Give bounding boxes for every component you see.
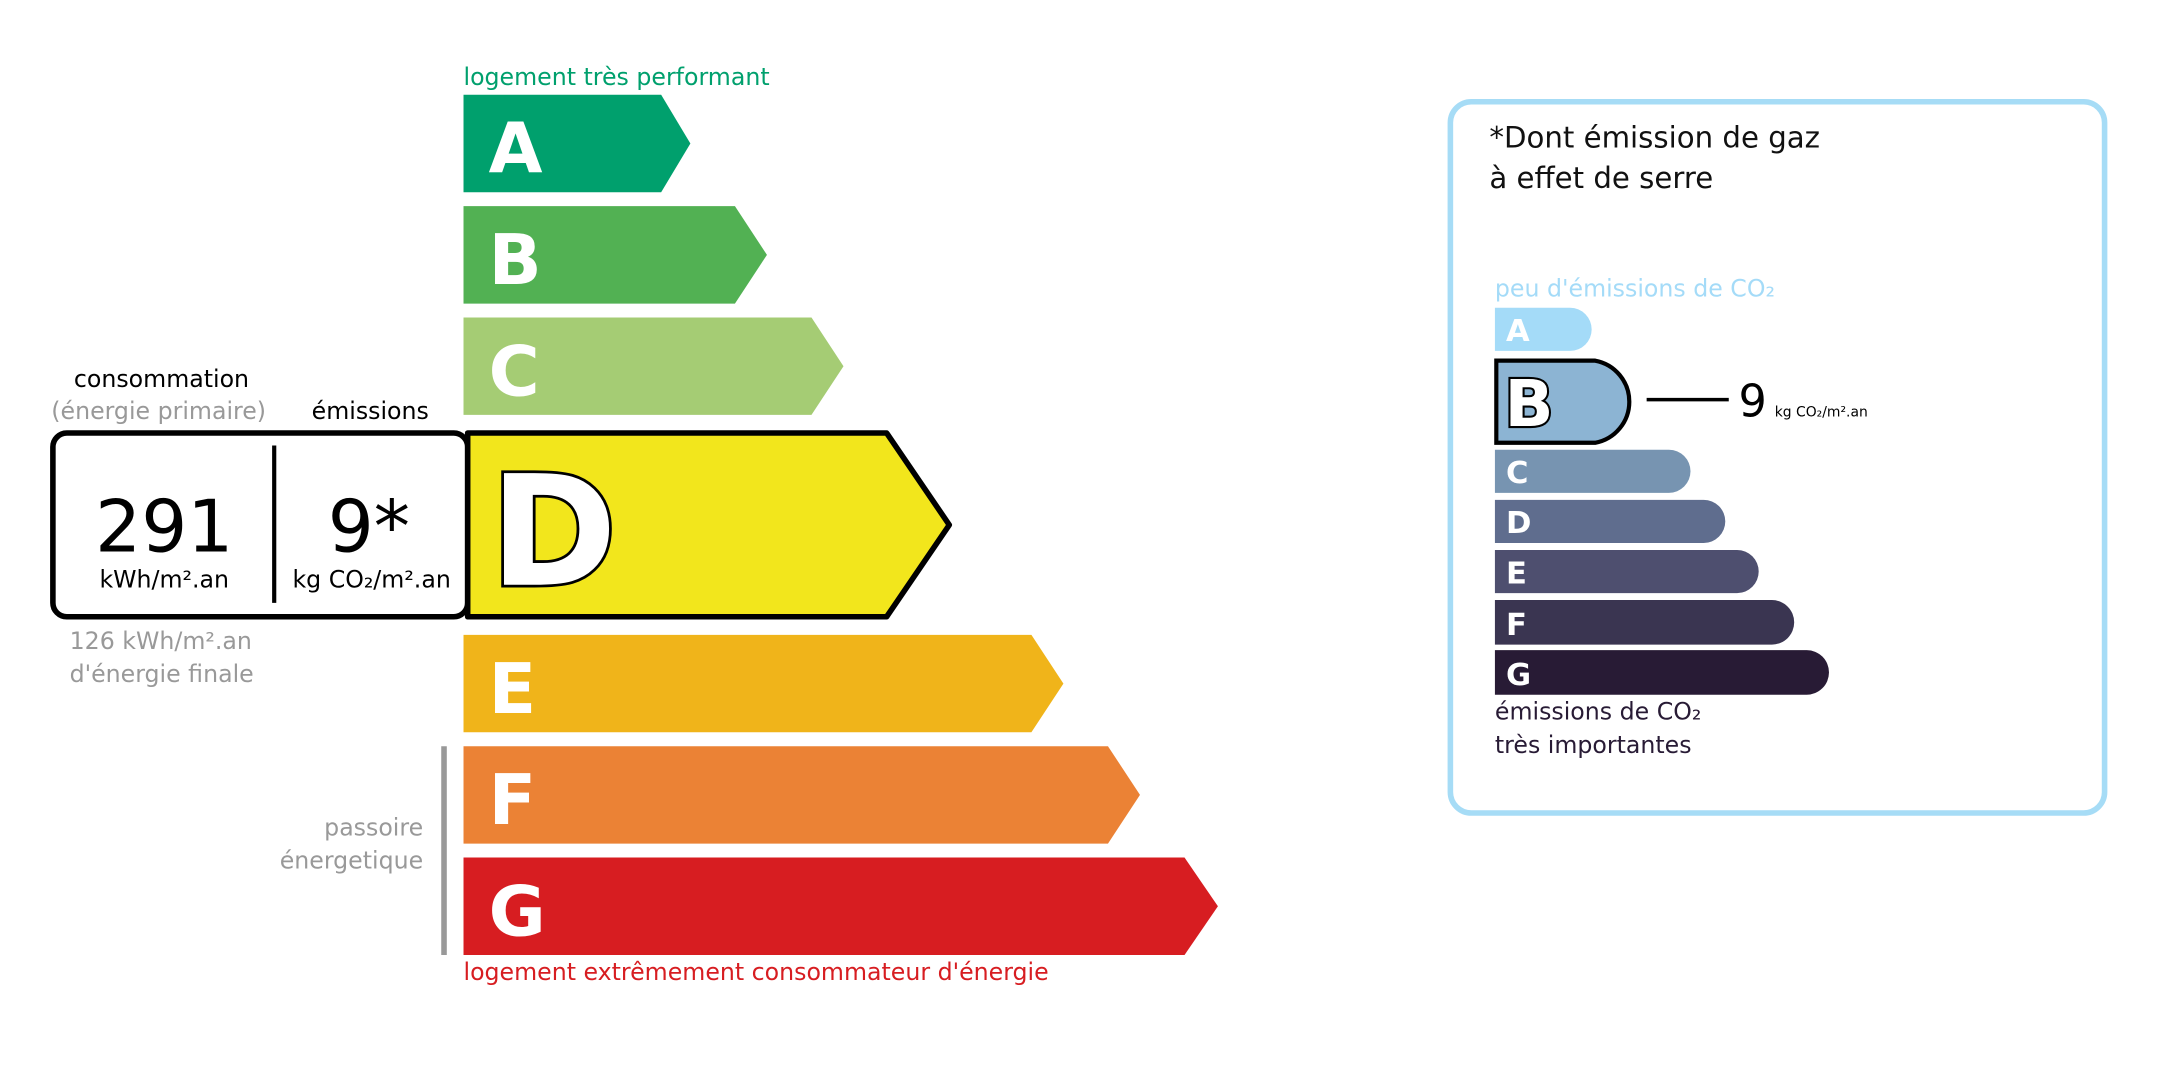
ges-letter-g: G [1506, 658, 1531, 693]
energy-bar-d-current [464, 430, 953, 620]
ges-letter-c: C [1506, 456, 1528, 491]
ges-letter-b: B [1505, 368, 1554, 442]
ges-bar-e [1494, 549, 1759, 594]
passoire-label-1: passoire [324, 813, 423, 841]
ges-bar-f [1494, 600, 1795, 645]
emissions-unit: kg CO₂/m².an [292, 566, 450, 594]
ges-bar-a [1494, 307, 1592, 351]
ges-scale: A B C D E F G [1494, 307, 1829, 695]
ges-bar-g [1494, 650, 1829, 695]
energy-bar-f [463, 746, 1140, 844]
ges-letter-a: A [1506, 314, 1530, 349]
energy-bar-c [463, 317, 844, 415]
ges-letter-f: F [1506, 608, 1527, 643]
consumption-sub-label: (énergie primaire) [51, 397, 266, 425]
energy-bar-a [463, 94, 691, 193]
energy-letter-c: C [489, 331, 540, 412]
energy-letter-d: D [490, 444, 617, 622]
ges-bar-b-current [1494, 358, 1632, 445]
energy-letter-b: B [489, 220, 542, 301]
final-energy-label: d'énergie finale [70, 660, 254, 688]
emissions-value: 9* [328, 485, 410, 569]
ges-unit: kg CO₂/m².an [1775, 404, 1868, 420]
consumption-unit: kWh/m².an [99, 566, 229, 594]
ges-top-label: peu d'émissions de CO₂ [1495, 275, 1775, 303]
consumption-value: 291 [95, 485, 233, 569]
energy-letter-f: F [489, 760, 537, 841]
ges-bar-c [1494, 449, 1691, 493]
energy-bar-e [463, 634, 1064, 733]
energy-letter-e: E [489, 649, 537, 730]
energy-top-label: logement très performant [464, 63, 770, 91]
ges-value: 9 [1739, 375, 1767, 427]
ges-letter-d: D [1506, 506, 1531, 541]
energy-letter-g: G [489, 872, 546, 953]
ges-bottom-label-2: très importantes [1495, 731, 1692, 759]
energy-bar-b [463, 206, 767, 304]
ges-title-1: *Dont émission de gaz [1489, 121, 1820, 155]
energy-scale: A B C D E F G [50, 94, 1218, 955]
energy-bottom-label: logement extrêmement consommateur d'éner… [464, 958, 1049, 986]
ges-title-2: à effet de serre [1489, 161, 1713, 195]
consumption-label: consommation [74, 365, 249, 393]
final-energy-value: 126 kWh/m².an [70, 627, 252, 655]
energy-letter-a: A [489, 109, 543, 190]
ges-bar-d [1494, 499, 1726, 543]
ges-letter-e: E [1506, 556, 1527, 591]
ges-bottom-label-1: émissions de CO₂ [1495, 698, 1701, 726]
energy-bar-g [463, 857, 1218, 955]
passoire-label-2: énergetique [280, 847, 423, 875]
emissions-label: émissions [312, 397, 429, 425]
